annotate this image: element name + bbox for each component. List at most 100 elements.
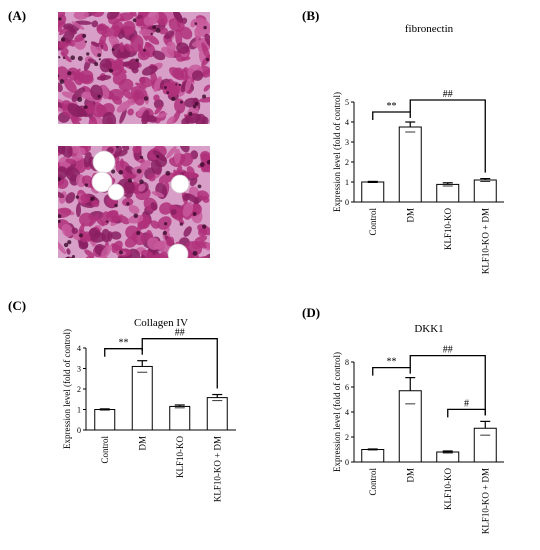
- category-label: DM: [405, 208, 415, 223]
- cell-nucleus: [205, 57, 210, 62]
- panel-label-d: (D): [302, 305, 321, 320]
- tissue-cell: [88, 116, 98, 124]
- tissue-cell: [124, 236, 138, 248]
- tissue-cell: [66, 248, 71, 255]
- cell-nucleus: [192, 104, 197, 109]
- tissue-cell: [166, 41, 176, 53]
- cell-nucleus: [84, 183, 89, 187]
- bracket-line: [447, 408, 486, 418]
- vacuole: [167, 243, 189, 258]
- cell-nucleus: [197, 184, 202, 189]
- y-tick-label: 4: [345, 408, 349, 417]
- tissue-cell: [179, 146, 190, 153]
- cell-nucleus: [60, 37, 66, 42]
- cell-nucleus: [192, 212, 197, 216]
- cell-nucleus: [114, 203, 118, 208]
- tissue-cell: [80, 193, 91, 204]
- cell-nucleus: [118, 170, 124, 175]
- significance-label: #: [464, 398, 469, 409]
- tissue-cell: [154, 105, 163, 115]
- tissue-cell: [172, 67, 185, 79]
- cell-nucleus: [165, 170, 171, 176]
- tissue-cell: [122, 61, 130, 67]
- cell-nucleus: [206, 159, 210, 165]
- tissue-cell: [132, 146, 142, 154]
- y-tick-label: 1: [345, 178, 349, 187]
- tissue-cell: [75, 203, 82, 218]
- y-tick-label: 2: [77, 385, 81, 394]
- tissue-cell: [116, 100, 132, 113]
- cell-nucleus: [58, 176, 61, 182]
- tissue-cell: [58, 82, 63, 93]
- tissue-cell: [95, 216, 105, 227]
- vacuole: [91, 171, 113, 193]
- tissue-cell: [58, 146, 66, 155]
- tissue-cell: [112, 20, 124, 32]
- category-label: DM: [405, 468, 415, 483]
- y-tick-label: 3: [77, 365, 81, 374]
- cell-nucleus: [75, 195, 80, 199]
- tissue-cell: [146, 34, 160, 45]
- bar-dm: [398, 126, 422, 203]
- tissue-cell: [138, 183, 146, 192]
- cell-nucleus: [194, 101, 199, 106]
- chart-title: fibronectin: [405, 23, 454, 35]
- panel-label-b: (B): [302, 8, 320, 23]
- bracket-line: [372, 366, 411, 376]
- tissue-cell: [91, 199, 100, 208]
- cell-nucleus: [179, 222, 184, 226]
- tissue-cell: [201, 196, 210, 203]
- cell-nucleus: [133, 213, 139, 219]
- histology-image-control: [58, 12, 210, 124]
- cell-nucleus: [139, 155, 144, 160]
- tissue-cell: [80, 74, 94, 85]
- tissue-cell: [75, 147, 86, 156]
- tissue-cell: [119, 42, 125, 53]
- tissue-cell: [61, 223, 73, 238]
- vacuole: [170, 174, 190, 194]
- cell-nucleus: [58, 74, 60, 78]
- tissue-cell: [65, 158, 77, 165]
- tissue-cell: [141, 109, 150, 124]
- cell-nucleus: [70, 55, 76, 61]
- y-tick-label: 0: [345, 458, 349, 467]
- tissue-cell: [99, 58, 112, 73]
- tissue-cell: [99, 34, 107, 46]
- bar-klf10-ko-dm: [473, 179, 497, 203]
- tissue-cell: [186, 166, 195, 176]
- category-label: KLF10-KO: [443, 468, 453, 510]
- bracket-line: [409, 99, 486, 173]
- bar-klf10-ko-dm: [206, 397, 228, 431]
- tissue-cell: [58, 41, 69, 49]
- cell-nucleus: [162, 230, 168, 236]
- tissue-cell: [128, 205, 140, 215]
- category-label: KLF10-KO + DM: [212, 436, 222, 502]
- vacuole: [92, 150, 116, 174]
- cell-nucleus: [143, 96, 149, 101]
- tissue-cell: [195, 34, 202, 52]
- tissue-cell: [106, 210, 120, 223]
- cell-nucleus: [178, 83, 182, 87]
- bar-klf10-ko: [169, 405, 191, 431]
- tissue-cell: [176, 165, 183, 174]
- cell-nucleus: [156, 154, 160, 158]
- category-label: KLF10-KO: [443, 208, 453, 250]
- cell-nucleus: [97, 94, 101, 99]
- tissue-cell: [175, 28, 183, 47]
- tissue-cell: [67, 103, 83, 117]
- cell-nucleus: [164, 222, 168, 226]
- significance-bracket: #: [447, 398, 486, 418]
- cell-nucleus: [118, 250, 123, 255]
- cell-nucleus: [59, 79, 65, 84]
- tissue-cell: [87, 58, 97, 64]
- tissue-cell: [120, 158, 125, 169]
- significance-label: ##: [443, 89, 453, 100]
- y-axis-label: Expression level (fold of control): [332, 92, 342, 212]
- significance-label: ##: [175, 328, 185, 339]
- tissue-cell: [110, 231, 122, 240]
- y-tick-label: 0: [345, 198, 349, 207]
- cell-nucleus: [71, 255, 76, 258]
- cell-nucleus: [58, 214, 62, 219]
- tissue-cell: [194, 240, 207, 249]
- tissue-cell: [71, 21, 85, 30]
